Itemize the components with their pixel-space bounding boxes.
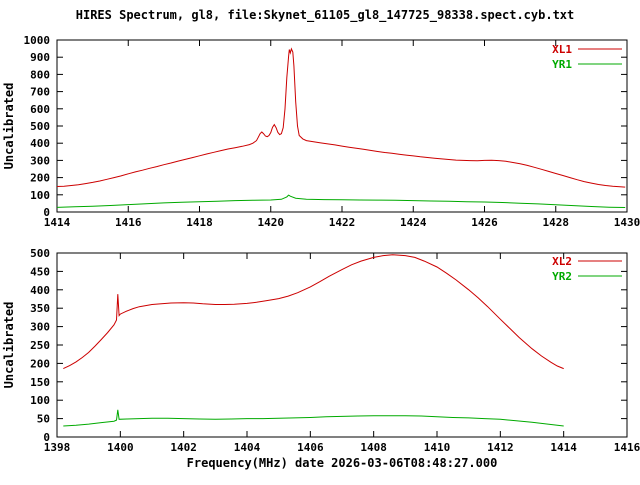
y-axis-label-top: Uncalibrated: [2, 83, 16, 170]
x-tick-label: 1422: [329, 216, 356, 229]
x-axis-label: Frequency(MHz) date 2026-03-06T08:48:27.…: [187, 456, 498, 470]
x-tick-label: 1426: [471, 216, 498, 229]
x-tick-label: 1410: [424, 441, 451, 454]
y-tick-label: 500: [30, 120, 50, 133]
x-tick-label: 1416: [115, 216, 142, 229]
y-tick-label: 400: [30, 137, 50, 150]
y-tick-label: 0: [43, 206, 50, 219]
y-tick-label: 500: [30, 247, 50, 260]
x-tick-label: 1404: [234, 441, 261, 454]
x-tick-label: 1408: [360, 441, 387, 454]
y-tick-label: 300: [30, 321, 50, 334]
y-tick-label: 800: [30, 68, 50, 81]
legend-label-XL1: XL1: [552, 43, 572, 56]
y-tick-label: 250: [30, 339, 50, 352]
y-tick-label: 100: [30, 394, 50, 407]
x-tick-label: 1406: [297, 441, 324, 454]
x-tick-label: 1424: [400, 216, 427, 229]
plot-title: HIRES Spectrum, gl8, file:Skynet_61105_g…: [76, 8, 575, 23]
y-tick-label: 700: [30, 86, 50, 99]
series-line-YR1: [57, 195, 625, 207]
y-tick-label: 1000: [24, 34, 51, 47]
y-tick-label: 50: [37, 413, 50, 426]
y-tick-label: 450: [30, 265, 50, 278]
x-tick-label: 1402: [170, 441, 197, 454]
legend-label-XL2: XL2: [552, 255, 572, 268]
y-tick-label: 150: [30, 376, 50, 389]
x-tick-label: 1416: [614, 441, 640, 454]
y-tick-label: 300: [30, 154, 50, 167]
y-tick-label: 900: [30, 51, 50, 64]
y-axis-label-bottom: Uncalibrated: [2, 302, 16, 389]
x-tick-label: 1414: [550, 441, 577, 454]
x-tick-label: 1420: [258, 216, 285, 229]
x-tick-label: 1418: [186, 216, 213, 229]
legend-label-YR2: YR2: [552, 270, 572, 283]
plot-border: [57, 253, 627, 437]
y-tick-label: 200: [30, 172, 50, 185]
y-tick-label: 400: [30, 284, 50, 297]
y-tick-label: 350: [30, 302, 50, 315]
y-tick-label: 200: [30, 357, 50, 370]
y-tick-label: 600: [30, 103, 50, 116]
x-tick-label: 1428: [543, 216, 570, 229]
plot-border: [57, 40, 627, 212]
series-line-YR2: [63, 410, 563, 426]
y-tick-label: 100: [30, 189, 50, 202]
legend-label-YR1: YR1: [552, 58, 572, 71]
x-tick-label: 1412: [487, 441, 514, 454]
x-tick-label: 1400: [107, 441, 134, 454]
series-line-XL2: [63, 255, 563, 369]
y-tick-label: 0: [43, 431, 50, 444]
x-tick-label: 1430: [614, 216, 640, 229]
series-line-XL1: [57, 49, 625, 187]
